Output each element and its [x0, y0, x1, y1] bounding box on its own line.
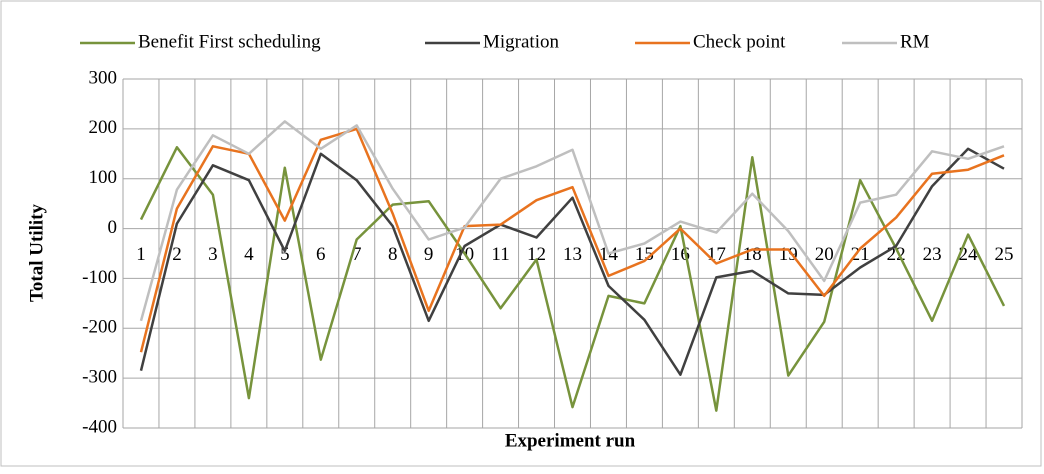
x-tick-label-bg	[919, 242, 946, 267]
x-tick-label-bg	[307, 242, 334, 267]
x-tick-label: 15	[635, 244, 654, 265]
series-line	[139, 127, 1005, 353]
x-tick-label-bg	[415, 242, 442, 267]
series-line	[139, 146, 1006, 412]
x-tick-label: 6	[316, 244, 326, 265]
x-tick-label-bg	[559, 242, 586, 267]
x-tick-label-bg	[235, 242, 262, 267]
x-tick-label: 11	[491, 244, 509, 265]
y-tick-label: 300	[89, 67, 118, 88]
x-tick-label: 8	[388, 244, 398, 265]
series-line	[139, 120, 1005, 322]
y-tick-label: 100	[89, 167, 118, 188]
x-tick-label: 23	[923, 244, 942, 265]
legend-label: Migration	[483, 31, 559, 52]
x-tick-label: 20	[815, 244, 834, 265]
x-tick-label: 5	[280, 244, 290, 265]
x-tick-label: 9	[424, 244, 434, 265]
x-tick-label-bg	[127, 242, 154, 267]
x-tick-label-bg	[379, 242, 406, 267]
y-axis-label: Total Utility	[26, 204, 47, 302]
x-tick-label-bg	[847, 242, 874, 267]
x-tick-label: 19	[779, 244, 798, 265]
y-tick-label: -200	[82, 317, 117, 338]
x-tick-label: 1	[136, 244, 146, 265]
legend-label: RM	[900, 31, 930, 52]
x-tick-label: 7	[352, 244, 362, 265]
x-tick-label-bg	[487, 242, 514, 267]
x-tick-label: 18	[743, 244, 762, 265]
y-tick-label: 200	[89, 117, 118, 138]
x-tick-label-bg	[271, 242, 298, 267]
x-tick-label: 2	[172, 244, 182, 265]
y-tick-label: 0	[108, 217, 118, 238]
x-tick-label: 25	[995, 244, 1014, 265]
y-tick-label: -100	[82, 267, 117, 288]
x-tick-label: 12	[527, 244, 546, 265]
y-tick-label: -400	[82, 416, 117, 437]
series-line	[139, 147, 1005, 376]
y-tick-label: -300	[82, 367, 117, 388]
x-tick-label: 4	[244, 244, 254, 265]
x-tick-label: 13	[563, 244, 582, 265]
x-axis-label: Experiment run	[505, 430, 636, 451]
x-tick-label: 3	[208, 244, 218, 265]
legend-label: Check point	[693, 31, 786, 52]
legend-label: Benefit First scheduling	[138, 31, 321, 52]
x-tick-label-bg	[523, 242, 550, 267]
x-tick-label-bg	[199, 242, 226, 267]
x-tick-label-bg	[631, 242, 658, 267]
x-tick-label-bg	[991, 242, 1018, 267]
x-tick-label: 21	[851, 244, 870, 265]
x-tick-label: 24	[959, 244, 979, 265]
x-tick-label-bg	[811, 242, 838, 267]
